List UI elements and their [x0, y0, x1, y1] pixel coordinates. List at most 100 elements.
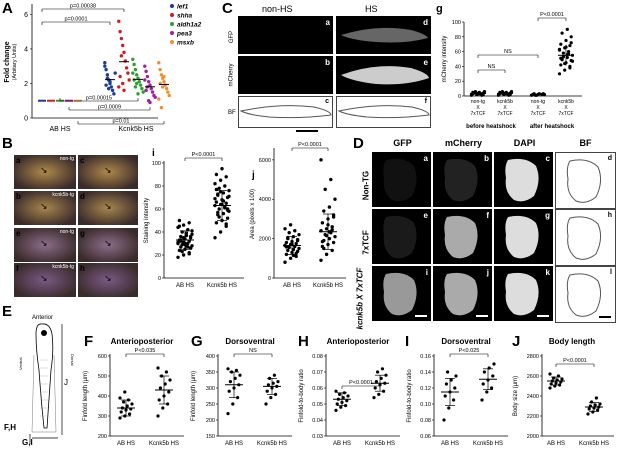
data-point — [110, 88, 115, 93]
legend-label: msxb — [177, 40, 194, 47]
data-point — [186, 245, 190, 249]
data-point — [294, 254, 298, 259]
p-value: NS — [488, 64, 496, 70]
data-point — [286, 248, 290, 253]
data-point — [213, 196, 217, 201]
data-point — [327, 236, 332, 241]
data-point — [334, 408, 338, 412]
data-point — [376, 370, 380, 374]
data-point — [563, 68, 567, 72]
panel-a-letter: A — [2, 0, 13, 17]
data-point — [224, 201, 228, 205]
y-tick-label: 80 — [455, 35, 461, 41]
data-point — [454, 374, 458, 378]
y-tick-label: 0.05 — [312, 402, 323, 408]
data-point — [227, 188, 231, 193]
panel-i-letter: I — [405, 333, 410, 350]
x-tick-label: Kcnk5b HS — [257, 441, 287, 447]
p-value: P<0.0001 — [349, 380, 373, 386]
data-point — [221, 191, 226, 195]
arrow-icon: ↘ — [104, 165, 112, 175]
chart-title: Dorsoventral — [441, 337, 490, 346]
data-point — [104, 83, 108, 87]
scale-bar — [415, 315, 427, 317]
data-point — [272, 373, 276, 377]
legend-marker — [170, 31, 174, 35]
y-tick-label: 400 — [98, 394, 107, 400]
y-tick-label: 2600 — [527, 374, 539, 380]
x-tick-label: X — [536, 105, 540, 111]
y-tick-label: 0 — [268, 276, 271, 282]
x-group-label: before heatshock — [466, 124, 516, 130]
y-axis-label: Finfold length (μm) — [83, 371, 89, 421]
data-point — [372, 396, 376, 400]
y-tick-label: 0.06 — [420, 434, 431, 440]
data-point — [168, 378, 172, 382]
y-tick-label: 300 — [206, 386, 215, 392]
panel-e-label-gi: G,I — [22, 438, 33, 447]
data-point — [118, 416, 122, 420]
data-point — [228, 380, 232, 384]
legend-label: lef1 — [177, 4, 189, 11]
data-point — [122, 50, 126, 55]
scale-bar — [537, 315, 549, 317]
x-tick-label: Kcnk5b HS — [207, 283, 237, 289]
panel-c-scale-bar — [296, 130, 318, 132]
svg-text:J: J — [64, 378, 68, 387]
y-tick-label: 0 — [458, 94, 461, 100]
y-tick-label: 80 — [155, 184, 161, 190]
panel-b-letter: B — [2, 135, 13, 152]
data-point — [117, 85, 121, 89]
data-point — [334, 389, 338, 393]
data-point — [163, 382, 167, 386]
data-point — [158, 67, 162, 72]
data-point — [548, 372, 552, 376]
panel-c-col-nonhs: non-HS — [262, 4, 293, 14]
data-point — [567, 50, 571, 54]
x-tick-label: AB HS — [176, 283, 194, 289]
x-tick-label: X — [564, 105, 568, 111]
y-tick-label: 600 — [98, 354, 107, 360]
data-point — [297, 232, 301, 237]
chart-title: Body length — [549, 337, 595, 346]
data-point — [561, 55, 565, 59]
y-axis-label: Fold change — [4, 41, 11, 82]
x-tick-label: non-tg — [471, 99, 485, 105]
panel-d-col-label: BF — [579, 138, 592, 148]
data-point — [288, 256, 293, 261]
data-point — [104, 67, 108, 72]
y-axis-label: Area (pixels x 100) — [250, 189, 256, 239]
data-point — [157, 61, 161, 65]
y-tick-label: 150 — [206, 434, 215, 440]
data-point — [181, 223, 186, 227]
data-point — [214, 200, 219, 204]
panel-b-image-a: a non-tg ↘ — [14, 155, 76, 189]
data-point — [176, 240, 180, 245]
data-point — [216, 192, 220, 196]
data-point — [213, 236, 217, 240]
chart-title: Dorsoventral — [225, 337, 274, 346]
data-point — [265, 389, 269, 393]
panel-d-image-i: i — [372, 266, 431, 321]
data-point — [164, 86, 169, 91]
panel-b-genotype-tag: kcnk5b-tg — [52, 264, 74, 270]
data-point — [446, 370, 450, 374]
y-tick-label: 2 — [24, 81, 28, 88]
chart-subpanel-label: g — [436, 3, 443, 15]
data-point — [113, 71, 117, 75]
data-point — [443, 394, 447, 398]
data-point — [132, 62, 136, 67]
y-tick-label: 400 — [206, 354, 215, 360]
y-tick-label: 0 — [158, 276, 161, 282]
data-point — [271, 381, 275, 385]
data-point — [156, 366, 160, 370]
data-point — [324, 252, 329, 257]
panel-b-image-c: c ↘ — [78, 155, 138, 189]
panel-c-image-d: d — [336, 16, 431, 54]
p-value: p=0.00015 — [86, 96, 112, 102]
data-point — [333, 234, 337, 239]
data-point — [225, 208, 230, 212]
panel-d-letter: D — [353, 135, 364, 152]
x-group-label: Kcnk5b HS — [118, 126, 153, 133]
data-point — [132, 78, 136, 82]
